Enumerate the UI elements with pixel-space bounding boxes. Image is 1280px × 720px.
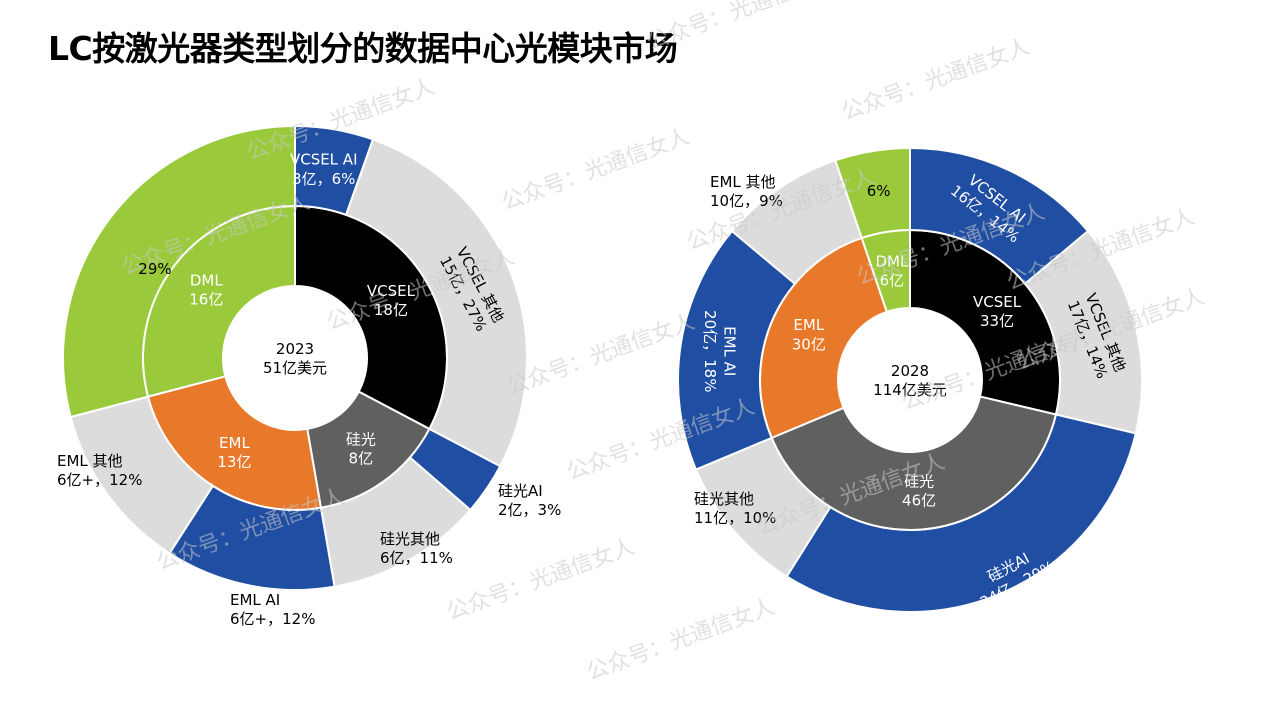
inner-label-硅光-2028: 硅光 46亿 [902,472,936,509]
center-label-2023: 2023 51亿美元 [263,340,327,377]
outer-label-vcsel-ai-2023: VCSEL AI 3亿，6% [290,151,358,188]
outer-label-eml-ai-2028: EML AI20亿，18% [701,310,738,392]
inner-label-dml-2023: DML 16亿 [189,271,223,308]
outer-label-dml-2023: 29% [138,260,171,278]
center-label-2028: 2028 114亿美元 [873,362,947,399]
page-title: LC按激光器类型划分的数据中心光模块市场 [48,29,678,68]
outer-label-eml-其他-2028: EML 其他 10亿，9% [710,173,783,210]
watermark-text: 公众号：光通信女人 [499,124,694,215]
outer-label-硅光其他-2023: 硅光其他 6亿，11% [380,530,453,567]
outer-label-硅光其他-2028: 硅光其他 11亿，10% [694,490,776,527]
outer-label-dml-2028: 6% [867,182,891,200]
inner-label-eml-2028: EML 30亿 [792,316,826,353]
outer-label-eml-ai-2023: EML AI 6亿+，12% [230,591,315,628]
watermark-text: 公众号：光通信女人 [839,34,1034,125]
outer-slice-vcsel-其他-2023 [344,138,528,468]
outer-slice-dml-2028 [834,146,911,240]
watermark-text: 公众号：光通信女人 [444,534,639,625]
inner-label-eml-2023: EML 13亿 [217,434,251,471]
watermark-text: 公众号：光通信女人 [584,594,779,685]
outer-label-eml-其他-2023: EML 其他 6亿+，12% [57,452,142,489]
inner-label-硅光-2023: 硅光 8亿 [346,430,376,467]
inner-label-vcsel-2023: VCSEL 18亿 [367,282,416,319]
inner-label-dml-2028: DML 6亿 [875,252,908,289]
outer-slice-dml-2023 [62,124,296,419]
inner-label-vcsel-2028: VCSEL 33亿 [973,293,1022,330]
outer-label-硅光ai-2023: 硅光AI 2亿，3% [498,482,561,519]
watermark-text: 公众号：光通信女人 [504,309,699,400]
watermark-text: 公众号：光通信女人 [644,0,839,56]
outer-slice-硅光ai-2028 [785,413,1137,613]
